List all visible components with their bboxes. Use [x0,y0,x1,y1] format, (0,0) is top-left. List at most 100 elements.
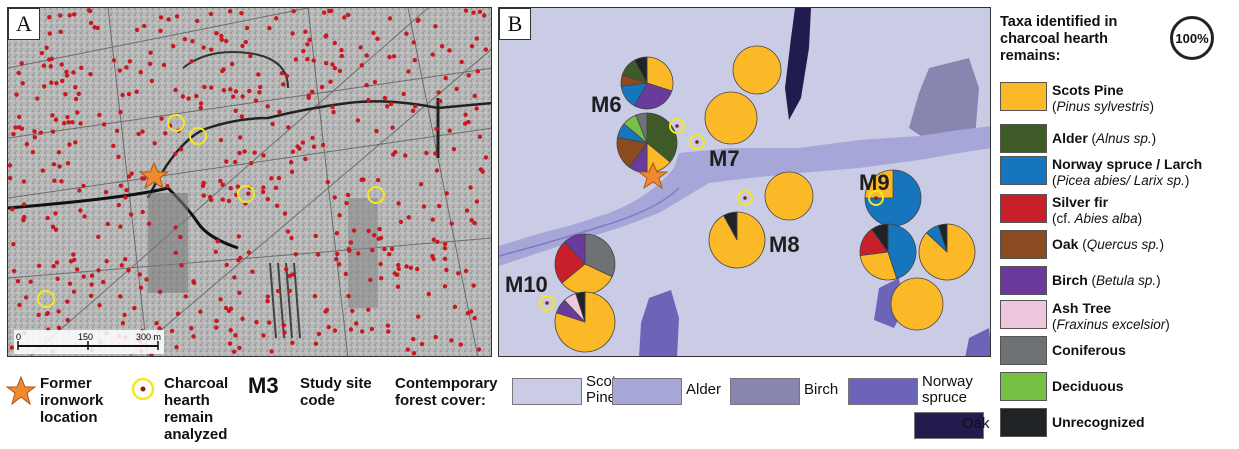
hearth-dot [305,42,310,47]
lidar-map: 0 150 300 m [8,8,491,356]
swatch-deciduous [1000,372,1047,401]
hearth-dot [447,48,452,53]
hearth-dot [385,104,390,109]
hearth-dot [180,94,186,99]
hearth-dot [137,272,142,277]
hearth-dot [219,37,224,42]
hearth-dot [28,279,33,284]
hearth-dot [56,325,62,330]
hearth-dot [351,228,357,233]
hearth-dot [343,271,348,277]
hearth-dot [165,183,170,189]
hearth-dot [17,114,22,120]
hearth-dot [396,266,401,271]
hearth-dot [54,260,60,265]
hearth-dot [270,121,275,127]
hearth-dot [482,13,487,18]
hearth-dot [152,141,157,146]
hearth-dot [411,351,417,356]
hearth-dot [312,294,318,299]
pie-slice [635,112,648,144]
hearth-dot [310,135,315,141]
hearth-dot [8,175,13,181]
hearth-dot [95,25,100,31]
hearth-dot [159,116,164,121]
hearth-dot [209,85,214,90]
hearth-dot [77,188,82,193]
hearth-dot [331,109,336,115]
hearth-dot [274,203,280,208]
panel-b-map: B M6 M7 M8 M9 M10 [498,7,991,357]
hearth-dot [50,224,56,229]
hearth-dot [398,219,404,225]
hearth-dot [295,144,300,149]
hearth-dot [47,15,52,20]
hearth-dot [65,115,70,120]
hearth-dot [324,61,329,66]
hearth-dot [465,311,471,316]
hearth-dot [44,45,49,50]
pie-slice [584,233,616,278]
hearth-dot [290,31,295,36]
hearth-dot [434,126,439,131]
hearth-dot [47,57,52,62]
hearth-dot [116,154,121,159]
hearth-dot [221,88,227,93]
hearth-dot [410,108,416,114]
hearth-dot [191,279,196,284]
hearth-dot [301,48,306,54]
hearth-dot [332,40,337,46]
hearth-dot [284,267,289,272]
hearth-dot [163,131,168,136]
pie-slice [554,241,586,284]
hearth-dot [132,305,137,311]
hearth-dot [372,233,377,238]
hearth-dot [282,211,288,216]
pie-slice [704,91,758,145]
pie-slice [764,171,814,221]
hearth-dot [50,129,56,134]
hearth-dot [444,267,449,273]
panel-a-letter: A [8,8,40,40]
hearth-dot [289,169,295,174]
hearth-dot [474,199,480,204]
hearth-dot [412,58,417,63]
hearth-dot [476,347,482,352]
hearth-dot [96,234,101,240]
hearth-dot [233,159,238,165]
hearth-dot [430,52,435,57]
hearth-dot [71,252,76,257]
hearth-dot [306,95,311,101]
hearth-dot [89,273,95,278]
hearth-dot [54,81,59,86]
hearth-dot [265,294,270,299]
hearth-dot [173,225,178,230]
hearth-dot [256,72,261,77]
hearth-dot [140,176,145,181]
hearth-dot [45,215,50,221]
hearth-dot [426,291,431,297]
swatch-coniferous [1000,336,1047,365]
hearth-dot [194,93,199,99]
hearth-dot [375,36,380,41]
hearth-dot [237,345,242,351]
hearth-dot [122,312,127,318]
hearth-dot [390,125,395,130]
hearth-dot [89,282,94,287]
hearth-dot [404,264,409,269]
hearth-dot [21,202,27,207]
hearth-dot [474,106,479,111]
hearth-dot [88,8,93,14]
hearth-dot [265,197,270,202]
hearth-dot [276,288,281,294]
hearth-dot [419,341,425,347]
hearth-dot [96,268,101,273]
hearth-dot [189,326,194,331]
hearth-dot [48,64,53,69]
hearth-dot [334,231,340,236]
hearth-dot [82,214,87,219]
swatch-birch [1000,266,1047,295]
hearth-dot [236,234,241,239]
hearth-dot [126,174,132,179]
hearth-dot [207,194,213,200]
